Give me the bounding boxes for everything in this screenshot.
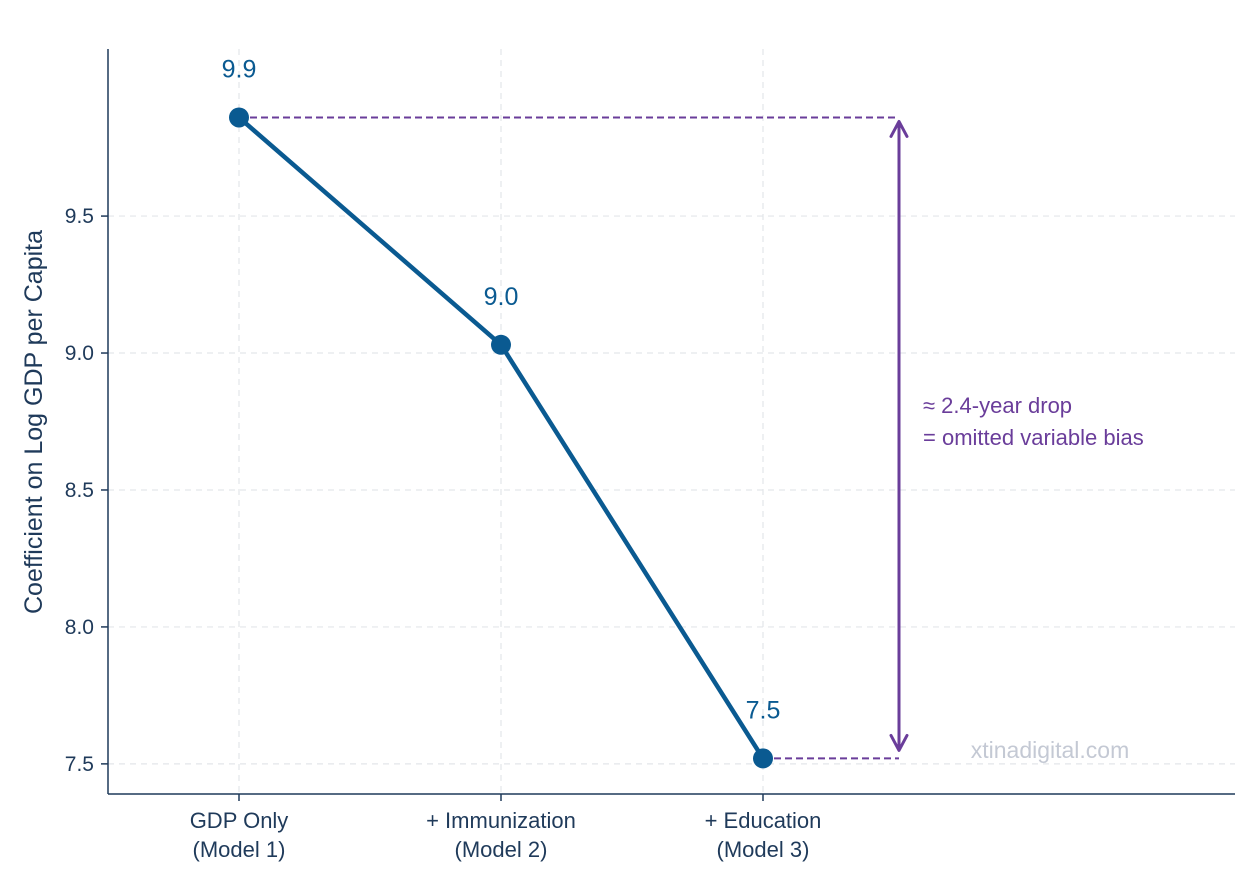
annotation-text: ≈ 2.4-year drop = omitted variable bias [923,393,1144,450]
axes [107,49,1235,795]
y-tick-label: 9.5 [65,205,94,228]
series [229,107,773,769]
x-tick-label: + Education [705,808,822,833]
x-tick-label: + Immunization [426,808,576,833]
y-ticks: 7.5 8.0 8.5 9.0 9.5 [65,205,108,776]
annotation-guides [239,116,909,760]
data-point [491,334,511,355]
annotation-arrow-head-top [889,119,909,138]
y-tick-label: 7.5 [65,753,94,776]
data-label: 9.0 [484,283,519,311]
data-label: 7.5 [746,696,781,724]
y-tick-label: 8.5 [65,479,94,502]
annotation-arrow-head-bottom [889,733,909,752]
x-tick-label: (Model 1) [193,837,286,862]
x-tick-label: (Model 3) [717,837,810,862]
data-labels: 9.9 9.0 7.5 [222,55,781,724]
data-label: 9.9 [222,55,257,83]
annotation-line: ≈ 2.4-year drop [923,393,1072,418]
data-point [229,107,249,128]
x-tick-label: (Model 2) [455,837,548,862]
x-tick-label: GDP Only [190,808,289,833]
annotation-line: = omitted variable bias [923,425,1144,450]
x-ticks: GDP Only (Model 1) + Immunization (Model 2)… [190,794,822,862]
y-tick-label: 9.0 [65,342,94,365]
watermark: xtinadigital.com [971,737,1130,763]
y-tick-label: 8.0 [65,616,94,639]
grid [108,49,1235,794]
y-axis-label: Coefficient on Log GDP per Capita [20,230,48,614]
data-point [753,748,773,769]
